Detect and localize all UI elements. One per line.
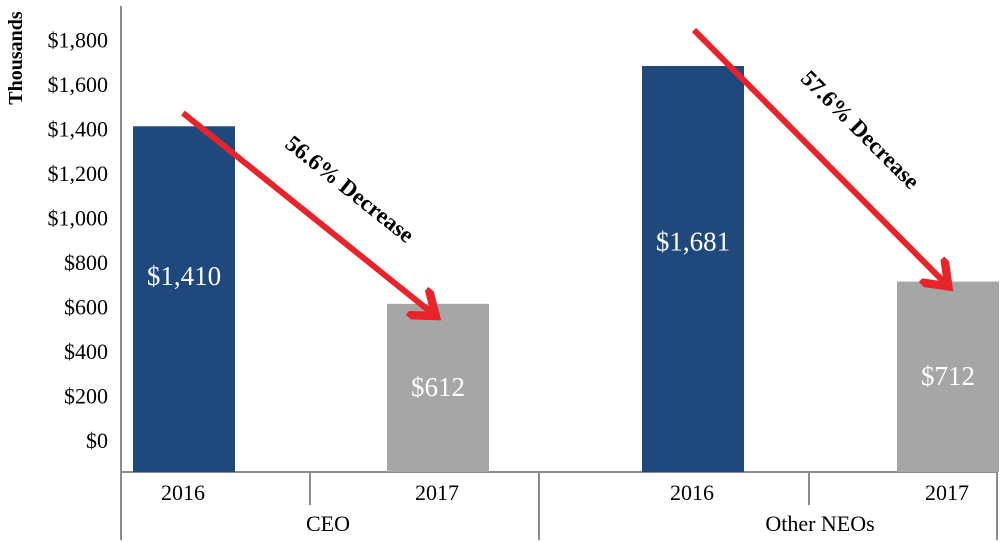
- y-tick-label: $800: [64, 250, 108, 275]
- bar-value-label: $1,681: [656, 227, 730, 257]
- decrease-arrow: [181, 110, 432, 313]
- x-category-label: 2017: [925, 480, 969, 505]
- y-tick-label: $1,000: [48, 206, 109, 231]
- bar: [387, 303, 489, 472]
- bar: [642, 65, 744, 472]
- bar-value-label: $712: [921, 361, 975, 391]
- bar: [897, 281, 999, 472]
- x-category-label: 2016: [161, 480, 205, 505]
- y-tick-label: $400: [64, 339, 108, 364]
- decrease-annotation: 57.6% Decrease: [796, 65, 924, 193]
- x-category-label: 2016: [670, 480, 714, 505]
- y-axis-title: Thousands: [5, 11, 27, 105]
- group-label: CEO: [306, 511, 350, 536]
- bar: [133, 126, 235, 473]
- y-tick-label: $1,200: [48, 161, 109, 186]
- decrease-arrow: [691, 27, 945, 283]
- x-category-label: 2017: [415, 480, 459, 505]
- y-tick-label: $1,800: [48, 28, 109, 53]
- y-tick-label: $200: [64, 384, 108, 409]
- decrease-annotation: 56.6% Decrease: [281, 131, 419, 248]
- y-tick-label: $1,600: [48, 72, 109, 97]
- y-tick-label: $0: [86, 428, 108, 453]
- bar-value-label: $612: [411, 372, 465, 402]
- y-tick-label: $1,400: [48, 117, 109, 142]
- bar-value-label: $1,410: [147, 261, 221, 291]
- y-tick-label: $600: [64, 295, 108, 320]
- group-label: Other NEOs: [765, 511, 874, 536]
